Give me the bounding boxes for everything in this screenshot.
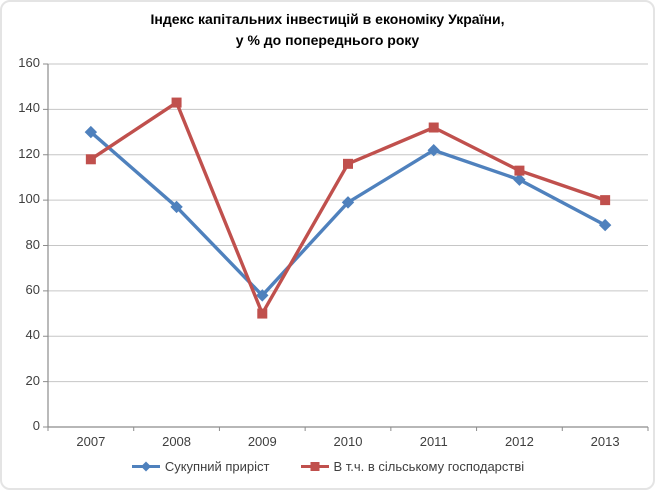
legend: Сукупний приріст В т.ч. в сільському гос…: [2, 459, 653, 474]
x-tick-label: 2013: [590, 434, 620, 449]
plot-area: [43, 63, 649, 431]
y-tick-label: 100: [18, 191, 40, 207]
legend-item-agriculture: В т.ч. в сільському господарстві: [300, 459, 525, 474]
y-tick-label: 40: [25, 327, 40, 343]
x-tick-label: 2008: [162, 434, 192, 449]
line-diamond-marker-icon: [131, 460, 161, 473]
x-tick-label: 2012: [504, 434, 534, 449]
y-tick-label: 0: [32, 418, 40, 433]
chart-title: Індекс капітальних інвестицій в економік…: [2, 9, 653, 51]
x-tick-label: 2009: [247, 434, 277, 449]
chart-title-line2: у % до попереднього року: [235, 32, 420, 48]
legend-item-total: Сукупний приріст: [131, 459, 270, 474]
y-tick-label: 140: [18, 100, 40, 116]
y-tick-label: 20: [25, 372, 40, 388]
line-square-marker-icon: [300, 460, 330, 473]
x-tick-label: 2010: [333, 434, 363, 449]
chart-title-line1: Індекс капітальних інвестицій в економік…: [150, 11, 505, 27]
y-tick-label: 120: [18, 145, 40, 161]
x-tick-label: 2007: [76, 434, 106, 449]
y-tick-label: 80: [25, 236, 40, 252]
x-tick-label: 2011: [419, 434, 448, 449]
legend-label-total: Сукупний приріст: [164, 459, 270, 474]
y-tick-label: 60: [25, 281, 40, 297]
y-tick-label: 160: [18, 55, 40, 70]
legend-label-agriculture: В т.ч. в сільському господарстві: [333, 459, 525, 474]
